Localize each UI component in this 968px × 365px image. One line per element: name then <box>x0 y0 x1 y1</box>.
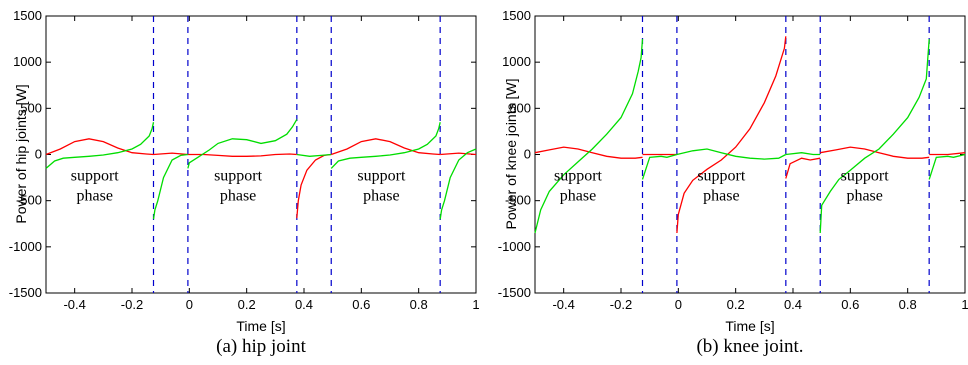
support-phase-label: phase <box>220 187 256 204</box>
series-line-segment <box>676 148 787 160</box>
support-phase-label: support <box>71 167 120 184</box>
x-tick-label: 0.8 <box>899 297 917 312</box>
y-tick-label: 0 <box>524 147 531 162</box>
chart-caption: (b) knee joint. <box>696 336 803 357</box>
series-line-segment <box>330 138 441 156</box>
series-line-segment <box>439 148 477 220</box>
series-line-segment <box>929 152 966 156</box>
x-tick-label: -0.4 <box>552 297 574 312</box>
x-tick-label: 0.8 <box>410 297 428 312</box>
support-phase-label: support <box>554 167 603 184</box>
x-tick-label: 0.4 <box>295 297 313 312</box>
x-tick-label: 0.6 <box>841 297 859 312</box>
y-tick-label: 500 <box>509 100 531 115</box>
y-tick-label: -500 <box>16 193 42 208</box>
series-line-segment <box>440 152 477 156</box>
x-tick-label: 0.4 <box>784 297 802 312</box>
knee-joint-panel: -0.4 -0.2 0 0.2 0.4 0.6 0.8 1 1500 1000 500 0 -500 -… <box>498 8 968 357</box>
y-tick-label: -1000 <box>498 239 531 254</box>
support-phase-label: phase <box>77 187 113 204</box>
series-line-segment <box>296 153 332 157</box>
phase-annotations: support phase support phase support phase <box>554 167 889 204</box>
y-tick-label: -500 <box>505 193 531 208</box>
series-line-segment <box>187 153 297 157</box>
y-axis-label: Power of knee joints [W] <box>503 79 519 230</box>
y-axis-label: Power of hip joints [W] <box>13 84 29 223</box>
x-tick-label: -0.4 <box>63 297 85 312</box>
y-tick-label: 1000 <box>502 54 531 69</box>
support-phase-label: support <box>697 167 746 184</box>
support-phase-label: phase <box>363 187 399 204</box>
series-line-segment <box>928 153 966 180</box>
y-tick-label: -1500 <box>9 285 42 300</box>
series-line-segment <box>330 122 441 169</box>
y-tick-label: 1500 <box>502 8 531 23</box>
series-line-segment <box>296 153 332 219</box>
series-line-segment <box>820 146 930 159</box>
y-tick-label: -1000 <box>9 239 42 254</box>
data-series <box>534 36 966 234</box>
support-phase-label: phase <box>560 187 596 204</box>
series-line-segment <box>676 36 787 234</box>
x-tick-label: 0 <box>186 297 193 312</box>
phase-annotations: support phase support phase support phase <box>71 167 406 204</box>
x-tick-label: 1 <box>472 297 479 312</box>
x-tick-label: -0.2 <box>610 297 632 312</box>
series-line-segment <box>534 146 643 159</box>
support-phase-label: support <box>357 167 406 184</box>
x-axis-ticks: -0.4 -0.2 0 0.2 0.4 0.6 0.8 1 <box>552 16 968 312</box>
series-line-segment <box>785 152 821 156</box>
y-tick-label: 1000 <box>13 54 42 69</box>
x-axis-label: Time [s] <box>725 318 774 334</box>
y-tick-label: 1500 <box>13 8 42 23</box>
x-tick-label: 0.6 <box>352 297 370 312</box>
series-line-segment <box>45 138 154 156</box>
support-phase-label: support <box>214 167 263 184</box>
series-line-segment <box>152 153 188 220</box>
x-tick-label: -0.2 <box>121 297 143 312</box>
y-tick-label: 0 <box>35 147 42 162</box>
series-line-segment <box>819 39 930 234</box>
x-axis-label: Time [s] <box>236 318 285 334</box>
phase-boundary-lines <box>641 16 930 293</box>
phase-boundary-lines <box>152 16 441 293</box>
x-tick-label: 0.2 <box>727 297 745 312</box>
y-axis-ticks: 1500 1000 500 0 -500 -1000 -1500 <box>9 8 476 300</box>
chart-caption: (a) hip joint <box>216 336 306 357</box>
series-line-segment <box>153 152 188 156</box>
support-phase-label: phase <box>846 187 882 204</box>
support-phase-label: phase <box>703 187 739 204</box>
support-phase-label: support <box>841 167 890 184</box>
x-tick-label: 0 <box>675 297 682 312</box>
y-axis-ticks: 1500 1000 500 0 -500 -1000 -1500 <box>498 8 965 300</box>
series-line-segment <box>45 122 155 169</box>
y-tick-label: 500 <box>20 100 42 115</box>
series-line-segment <box>641 153 678 180</box>
x-axis-ticks: -0.4 -0.2 0 0.2 0.4 0.6 0.8 1 <box>63 16 480 312</box>
series-line-segment <box>785 157 821 179</box>
data-series <box>45 119 477 220</box>
series-line-segment <box>187 119 298 169</box>
x-tick-label: 0.2 <box>238 297 256 312</box>
hip-joint-panel: -0.4 -0.2 0 0.2 0.4 0.6 0.8 1 1500 1000 500 0 -500 -… <box>9 8 480 357</box>
x-tick-label: 1 <box>961 297 968 312</box>
series-line-segment <box>534 39 644 234</box>
y-tick-label: -1500 <box>498 285 531 300</box>
